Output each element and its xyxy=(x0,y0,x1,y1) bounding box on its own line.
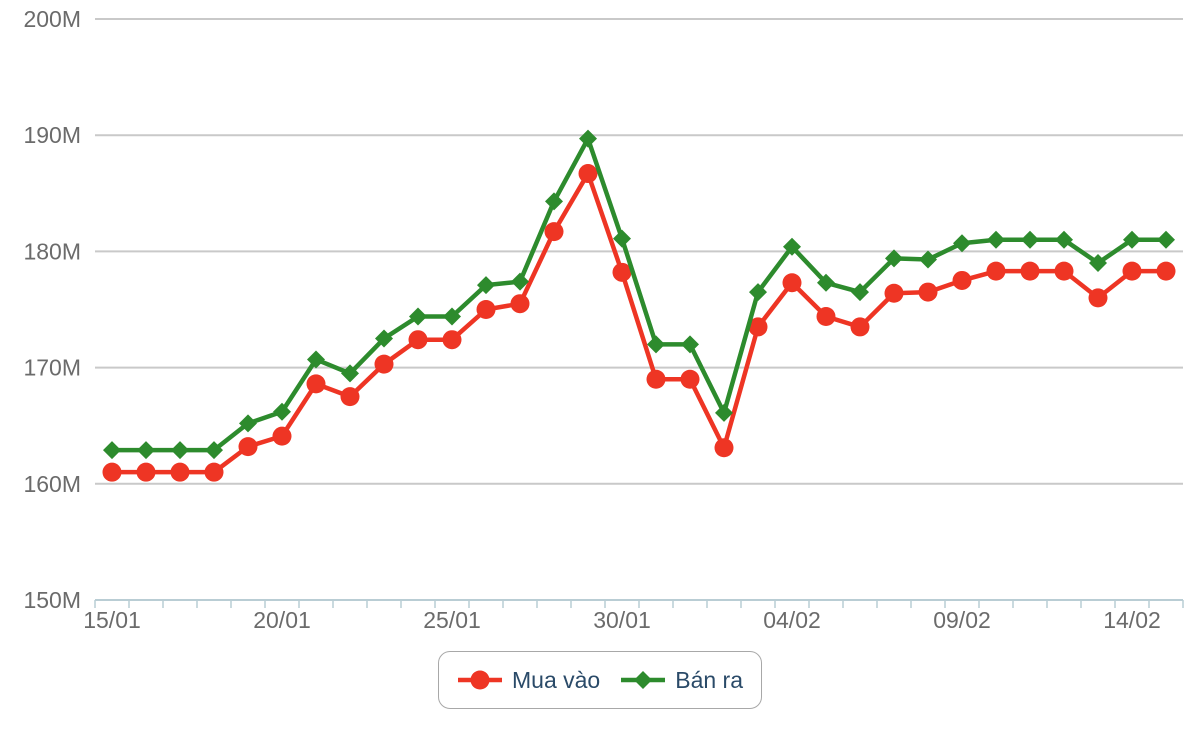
sell-series-marker-icon xyxy=(621,671,666,689)
sell-data-point[interactable] xyxy=(987,230,1005,249)
buy-data-point[interactable] xyxy=(1088,288,1108,308)
sell-data-point[interactable] xyxy=(341,364,359,383)
sell-data-point[interactable] xyxy=(443,307,461,326)
y-axis-label: 180M xyxy=(23,238,81,264)
buy-data-point[interactable] xyxy=(1156,261,1176,281)
sell-data-point[interactable] xyxy=(851,283,869,302)
sell-data-point[interactable] xyxy=(953,234,971,253)
buy-data-point[interactable] xyxy=(1020,261,1040,281)
buy-data-point[interactable] xyxy=(612,262,632,282)
buy-data-point[interactable] xyxy=(714,438,734,458)
sell-data-point[interactable] xyxy=(511,272,529,291)
sell-data-point[interactable] xyxy=(239,414,257,433)
x-axis-label: 15/01 xyxy=(83,607,141,633)
buy-data-point[interactable] xyxy=(544,222,564,242)
sell-data-point[interactable] xyxy=(613,229,631,248)
sell-data-point[interactable] xyxy=(477,276,495,295)
buy-data-point[interactable] xyxy=(238,437,258,457)
sell-data-point[interactable] xyxy=(579,129,597,148)
buy-data-point[interactable] xyxy=(272,426,292,446)
buy-data-point[interactable] xyxy=(442,330,462,350)
x-axis-label: 20/01 xyxy=(253,607,311,633)
buy-data-point[interactable] xyxy=(510,294,530,314)
y-axis-label: 150M xyxy=(23,587,81,613)
sell-data-point[interactable] xyxy=(885,249,903,268)
sell-data-point[interactable] xyxy=(1055,230,1073,249)
buy-data-point[interactable] xyxy=(374,354,394,374)
legend: Mua vào Bán ra xyxy=(438,651,762,709)
buy-data-point[interactable] xyxy=(884,283,904,303)
sell-data-point[interactable] xyxy=(1157,230,1175,249)
sell-data-point[interactable] xyxy=(205,441,223,460)
buy-data-point[interactable] xyxy=(952,270,972,290)
sell-data-point[interactable] xyxy=(647,335,665,354)
buy-data-point[interactable] xyxy=(170,462,190,482)
buy-data-point[interactable] xyxy=(1122,261,1142,281)
buy-data-point[interactable] xyxy=(816,306,836,326)
y-axis-label: 190M xyxy=(23,122,81,148)
buy-data-point[interactable] xyxy=(204,462,224,482)
x-axis-label: 25/01 xyxy=(423,607,481,633)
sell-data-point[interactable] xyxy=(375,329,393,348)
sell-data-point[interactable] xyxy=(409,307,427,326)
sell-data-point[interactable] xyxy=(715,403,733,422)
buy-data-point[interactable] xyxy=(578,164,598,184)
buy-data-point[interactable] xyxy=(748,317,768,337)
buy-data-point[interactable] xyxy=(1054,261,1074,281)
buy-data-point[interactable] xyxy=(136,462,156,482)
sell-data-point[interactable] xyxy=(137,441,155,460)
buy-data-point[interactable] xyxy=(986,261,1006,281)
x-axis-label: 04/02 xyxy=(763,607,821,633)
legend-item-mua-vao[interactable]: Mua vào xyxy=(457,667,600,694)
x-axis-label: 14/02 xyxy=(1103,607,1161,633)
sell-data-point[interactable] xyxy=(171,441,189,460)
y-axis-label: 160M xyxy=(23,471,81,497)
y-axis-label: 200M xyxy=(23,6,81,32)
legend-item-ban-ra[interactable]: Bán ra xyxy=(620,667,743,694)
sell-data-point[interactable] xyxy=(681,335,699,354)
sell-data-point[interactable] xyxy=(783,237,801,256)
buy-series-marker-icon xyxy=(458,670,503,690)
sell-data-point[interactable] xyxy=(307,350,325,369)
sell-data-point[interactable] xyxy=(273,402,291,421)
buy-data-point[interactable] xyxy=(476,300,496,319)
buy-data-point[interactable] xyxy=(918,282,938,302)
sell-data-point[interactable] xyxy=(817,273,835,292)
sell-data-point[interactable] xyxy=(1089,254,1107,273)
sell-data-point[interactable] xyxy=(919,250,937,269)
sell-data-point[interactable] xyxy=(1123,230,1141,249)
buy-data-point[interactable] xyxy=(850,317,870,337)
legend-label-mua-vao: Mua vào xyxy=(512,666,601,693)
x-axis-label: 30/01 xyxy=(593,607,651,633)
buy-series-line xyxy=(109,171,1169,475)
legend-label-ban-ra: Bán ra xyxy=(675,666,743,693)
sell-data-point[interactable] xyxy=(103,441,121,460)
buy-data-point[interactable] xyxy=(306,374,326,394)
sell-series-line xyxy=(109,136,1169,453)
x-axis-label: 09/02 xyxy=(933,607,991,633)
sell-data-point[interactable] xyxy=(749,283,767,302)
buy-data-point[interactable] xyxy=(340,387,360,407)
buy-data-point[interactable] xyxy=(680,369,700,389)
sell-data-point[interactable] xyxy=(1021,230,1039,249)
buy-data-point[interactable] xyxy=(782,273,802,293)
y-axis-label: 170M xyxy=(23,355,81,381)
buy-data-point[interactable] xyxy=(408,330,428,350)
buy-data-point[interactable] xyxy=(102,462,122,482)
buy-data-point[interactable] xyxy=(646,369,666,389)
plot-area: 150M 160M 170M 180M 190M 200M 15/01 20/01 25/01 3… xyxy=(23,6,1184,633)
sell-data-point[interactable] xyxy=(545,192,563,211)
